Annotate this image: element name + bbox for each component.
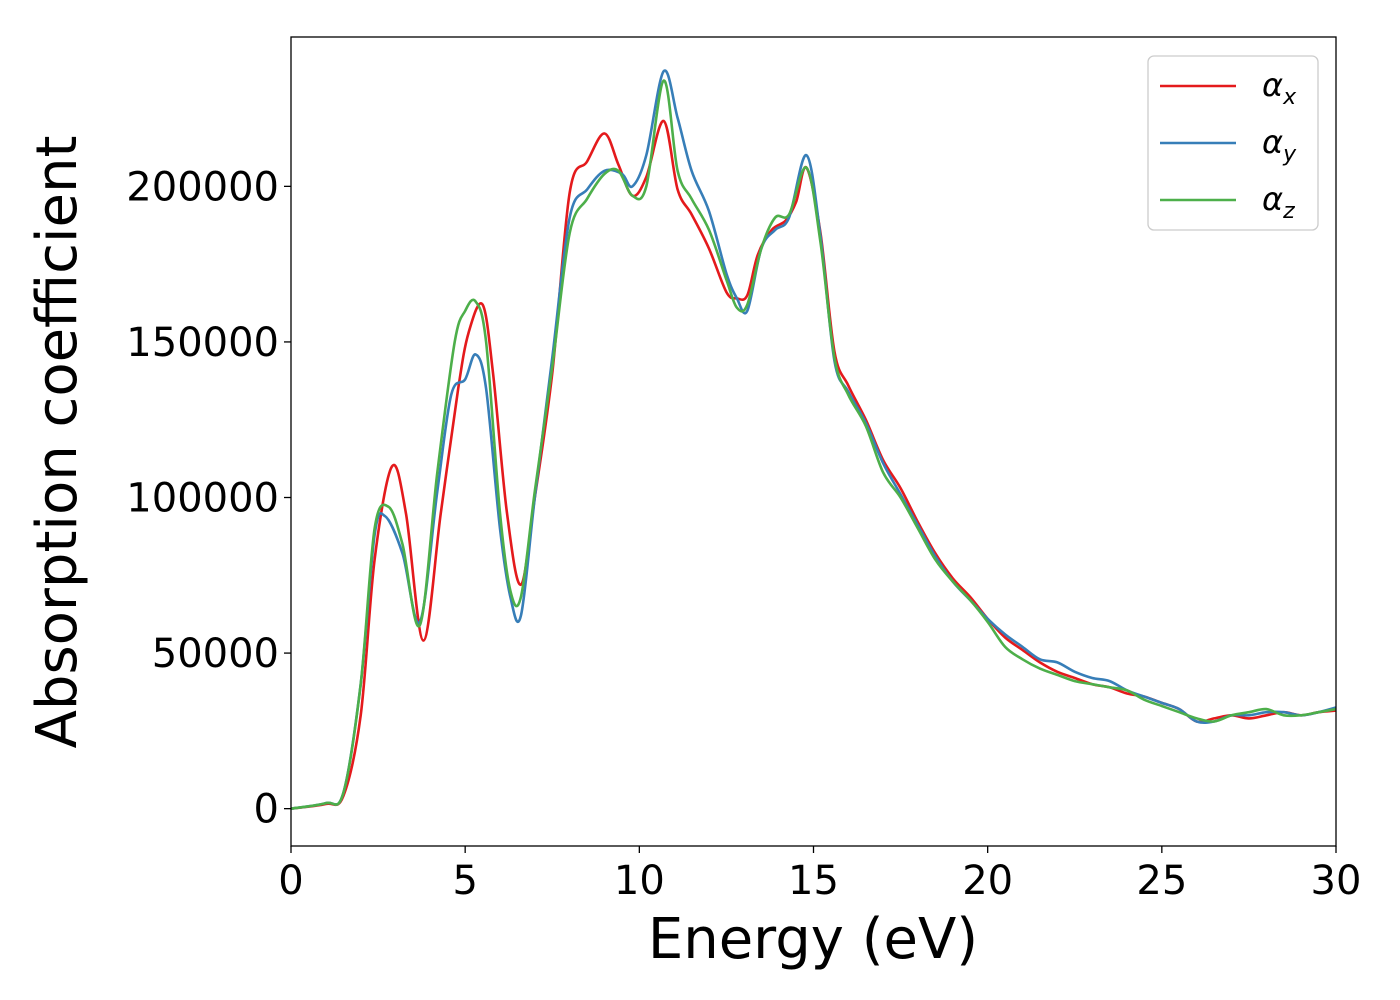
y-tick-label: 0 [254,787,279,833]
x-tick-label: 10 [614,858,665,904]
x-tick-label: 0 [278,858,303,904]
x-axis-title: Energy (eV) [648,907,978,972]
x-tick-label: 5 [452,858,477,904]
y-axis: 0 50000 100000 150000 200000 [126,164,291,833]
x-tick-label: 30 [1311,858,1362,904]
legend-label-x: αx [1262,66,1297,110]
series-line-z [291,79,1336,810]
x-tick-label: 15 [788,858,839,904]
x-tick-label: 25 [1136,858,1187,904]
y-tick-label: 50000 [152,631,279,677]
y-tick-label: 150000 [126,320,279,366]
y-axis-title: Absorption coefficient [25,136,90,749]
x-tick-label: 20 [962,858,1013,904]
y-tick-label: 100000 [126,476,279,522]
x-axis: 0 5 10 15 20 25 30 [278,846,1361,904]
legend-label-y: αy [1262,123,1297,167]
y-tick-label: 200000 [126,164,279,210]
series-layer [291,69,1336,810]
